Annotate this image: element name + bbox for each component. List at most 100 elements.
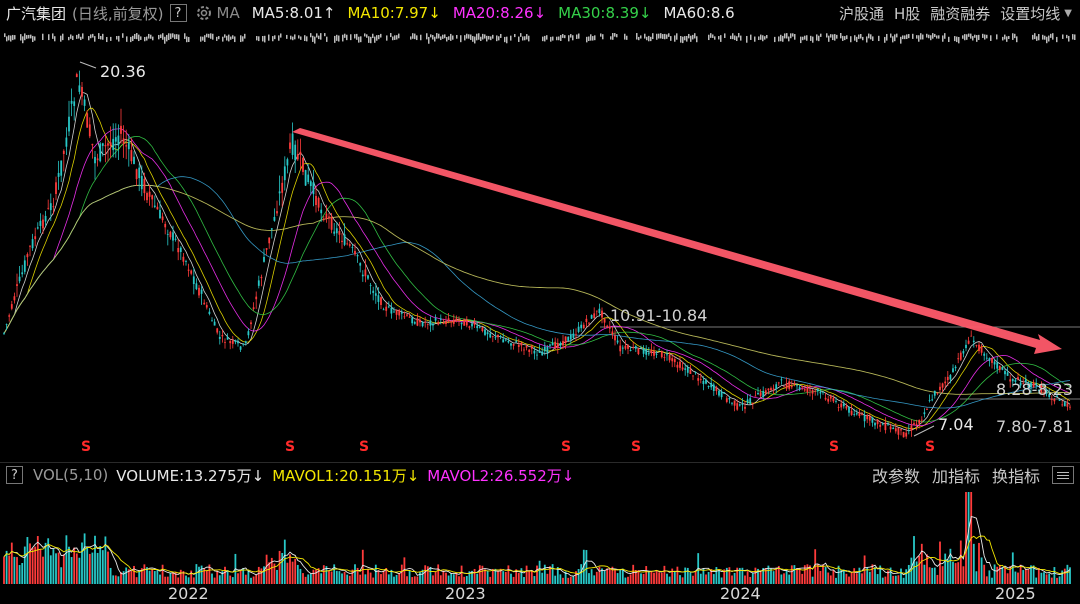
noise-pixel	[274, 35, 276, 40]
volume-bar	[419, 571, 421, 584]
volume-bar	[793, 565, 796, 584]
volume-bar	[533, 576, 536, 584]
candle-body	[484, 329, 486, 335]
noise-pixel	[442, 34, 444, 39]
volume-bar	[99, 545, 102, 584]
volume-bar	[933, 567, 936, 584]
candle-body	[387, 306, 390, 308]
menu-margin[interactable]: 融资融券	[930, 4, 991, 23]
volume-bar	[871, 564, 874, 584]
chevron-down-icon[interactable]: ▼	[1064, 7, 1072, 19]
volume-bar	[257, 566, 260, 584]
volume-bar	[767, 565, 770, 584]
stock-name[interactable]: 广汽集团	[6, 4, 67, 23]
noise-pixel	[310, 33, 312, 38]
volume-bar	[447, 575, 450, 584]
volume-bar	[86, 547, 89, 584]
volume-bar	[827, 572, 830, 584]
volume-bar	[260, 568, 263, 584]
noise-pixel	[686, 35, 688, 42]
volume-ma-line	[3, 535, 1071, 575]
ma-label[interactable]: MA	[216, 4, 240, 22]
noise-pixel	[664, 33, 666, 40]
noise-pixel	[12, 34, 14, 41]
candle-body	[816, 389, 819, 392]
volume-bar	[364, 574, 367, 584]
ma5-value: MA5:8.01↑	[251, 4, 336, 22]
menu-h-share[interactable]: H股	[893, 4, 921, 23]
volume-bar	[842, 569, 845, 584]
volume-bar	[335, 570, 338, 584]
candle-body	[471, 323, 473, 327]
volume-bar	[733, 572, 736, 584]
noise-pixel	[912, 33, 914, 39]
volume-bar	[75, 553, 78, 584]
candle-body	[614, 335, 616, 341]
candle-body	[237, 341, 239, 344]
volume-bar	[798, 568, 801, 584]
candle-body	[983, 353, 986, 356]
candle-body	[273, 216, 276, 221]
noise-pixel	[240, 35, 242, 43]
help-button[interactable]: ?	[169, 4, 187, 22]
candle-body	[814, 390, 817, 392]
noise-pixel	[588, 36, 590, 42]
candle-body	[757, 393, 759, 395]
candle-body	[835, 400, 837, 402]
candle-body	[455, 318, 458, 322]
change-params-button[interactable]: 改参数	[871, 467, 920, 486]
candle-body	[343, 234, 346, 245]
candle-body	[413, 322, 416, 324]
volume-bar	[780, 574, 783, 584]
s-marker: S	[285, 439, 295, 455]
candle-body	[718, 390, 720, 396]
volume-bar	[3, 556, 5, 584]
volume-bar	[647, 571, 650, 584]
candle-body	[572, 333, 575, 338]
menu-hk-connect[interactable]: 沪股通	[838, 4, 884, 23]
menu-ma-settings[interactable]: 设置均线	[1000, 4, 1061, 23]
noise-pixel	[486, 35, 488, 42]
candle-body	[793, 383, 796, 384]
noise-pixel	[676, 33, 678, 40]
noise-pixel	[754, 36, 756, 42]
volume-indicator-label[interactable]: VOL(5,10)	[33, 466, 109, 484]
candlestick-chart[interactable]: 20.36 10.91-10.84 8.28-8.23 7.04 7.80-7.…	[0, 48, 1080, 460]
noise-pixel	[648, 35, 650, 42]
volume-bar	[346, 574, 349, 584]
gear-icon[interactable]	[195, 4, 213, 22]
volume-bar	[156, 570, 159, 584]
switch-indicator-button[interactable]: 换指标	[991, 467, 1040, 486]
volume-bar	[1004, 566, 1006, 584]
volume-bar	[918, 556, 921, 584]
noise-pixel	[792, 33, 794, 37]
menu-icon[interactable]	[1052, 466, 1074, 484]
candle-body	[855, 413, 858, 415]
period-label[interactable]: (日线,前复权)	[72, 4, 164, 23]
noise-pixel	[370, 36, 372, 44]
noise-pixel	[334, 35, 336, 43]
candle-body	[827, 398, 830, 402]
candle-body	[260, 276, 263, 279]
volume-bar	[595, 571, 598, 584]
noise-pixel	[602, 34, 604, 40]
candle-body	[1048, 394, 1051, 398]
noise-pixel	[794, 34, 796, 40]
candle-body	[798, 387, 801, 390]
candle-body	[848, 406, 850, 413]
volume-bar	[494, 568, 497, 584]
candle-body	[980, 345, 983, 353]
chart-header: 广汽集团 (日线,前复权) ? MA MA5:8.01↑ MA10:7.97↓ …	[0, 0, 1080, 26]
volume-bar	[972, 543, 975, 584]
volume-bar	[546, 573, 549, 584]
volume-chart[interactable]	[0, 488, 1080, 584]
noise-pixel	[468, 34, 470, 39]
volume-bar	[900, 568, 902, 584]
volume-help-button[interactable]: ?	[6, 466, 23, 484]
volume-bar	[536, 565, 538, 584]
noise-pixel	[456, 34, 458, 39]
candle-body	[881, 424, 884, 426]
noise-pixel	[750, 34, 752, 40]
noise-pixel	[226, 35, 228, 41]
add-indicator-button[interactable]: 加指标	[931, 467, 980, 486]
